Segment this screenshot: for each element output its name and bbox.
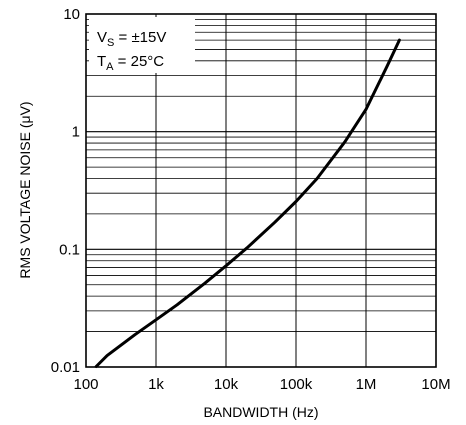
- supply-voltage-symbol: V: [97, 29, 107, 46]
- x-tick-label: 100: [73, 376, 98, 393]
- y-tick-label: 0.01: [51, 359, 80, 376]
- x-tick-label: 10M: [421, 376, 450, 393]
- y-axis-title: RMS VOLTAGE NOISE (μV): [17, 101, 33, 278]
- noise-curve: [94, 38, 401, 368]
- ambient-temp-symbol: T: [97, 53, 106, 70]
- x-tick-label: 1k: [148, 376, 164, 393]
- tick-labels: 100 1k 10k 100k 1M 10M 0.01 0.1 1 10: [51, 6, 451, 393]
- series-layer: [94, 38, 401, 368]
- x-tick-label: 1M: [356, 376, 377, 393]
- grid: [86, 14, 436, 367]
- y-tick-label: 1: [72, 124, 80, 141]
- annotation-box: [89, 17, 195, 73]
- supply-voltage-subscript: S: [107, 37, 114, 49]
- x-tick-label: 100k: [280, 376, 313, 393]
- ambient-temp-subscript: A: [106, 61, 114, 73]
- y-tick-label: 10: [63, 6, 80, 23]
- supply-voltage-label: VS = ±15V: [97, 29, 166, 49]
- y-tick-label: 0.1: [59, 241, 80, 258]
- conditions-annotation: VS = ±15V TA = 25°C: [89, 17, 195, 73]
- x-axis-title: BANDWIDTH (Hz): [203, 404, 318, 420]
- plot-frame: [85, 13, 437, 368]
- ambient-temp-label: TA = 25°C: [97, 53, 164, 73]
- supply-voltage-value: = ±15V: [114, 29, 166, 46]
- x-tick-label: 10k: [214, 376, 239, 393]
- ambient-temp-value: = 25°C: [114, 53, 165, 70]
